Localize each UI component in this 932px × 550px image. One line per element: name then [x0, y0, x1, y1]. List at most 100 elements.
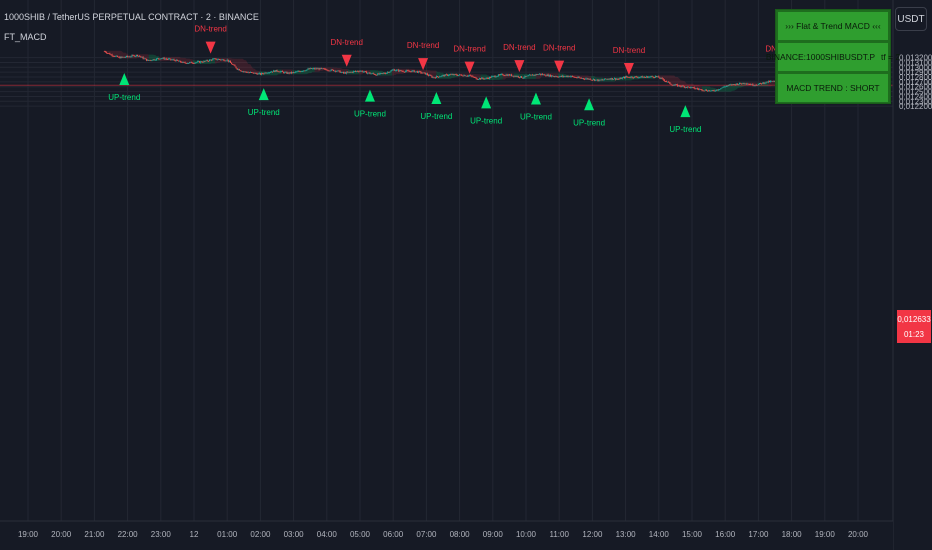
candle-body — [331, 69, 333, 71]
candle-body — [651, 76, 653, 78]
candle-body — [220, 59, 222, 61]
candle-body — [134, 55, 136, 57]
candle-body — [533, 74, 535, 76]
candle-body — [338, 70, 340, 72]
candle-body — [594, 79, 596, 81]
y-tick-label: 0,012800 — [899, 73, 932, 82]
candle-body — [355, 71, 357, 72]
candle-body — [160, 58, 162, 60]
candle-body — [679, 85, 681, 87]
candle-body — [275, 70, 277, 72]
candle-body — [262, 73, 264, 74]
candle-body — [589, 78, 591, 80]
price-axis[interactable] — [893, 0, 932, 550]
candle-body — [393, 69, 395, 71]
candle-body — [277, 71, 279, 72]
up-trend-label: UP-trend — [470, 116, 502, 125]
candle-body — [254, 72, 256, 74]
candle-body — [591, 79, 593, 81]
candle-body — [300, 71, 302, 72]
currency-button[interactable]: USDT — [895, 7, 927, 31]
candle-body — [294, 72, 296, 74]
candle-body — [148, 59, 150, 61]
candle-body — [421, 72, 423, 74]
candle-body — [357, 71, 359, 72]
trend-band-segment — [303, 67, 315, 75]
candle-body — [124, 57, 126, 58]
candle-body — [365, 71, 367, 73]
x-tick-label: 05:00 — [350, 530, 371, 539]
down-trend-arrow — [623, 63, 634, 76]
candle-body — [632, 77, 634, 79]
candle-body — [113, 56, 115, 57]
candle-body — [746, 83, 748, 85]
candle-body — [125, 55, 127, 58]
candle-body — [151, 60, 153, 62]
candle-body — [269, 72, 271, 73]
trend-band-segment — [502, 73, 514, 80]
candle-body — [550, 75, 552, 77]
candle-body — [595, 79, 597, 81]
candle-body — [104, 51, 106, 53]
candle-body — [285, 72, 287, 73]
candle-body — [163, 57, 165, 60]
candle-body — [150, 60, 152, 61]
trend-band-segment — [115, 50, 127, 59]
candle-body — [368, 72, 370, 74]
candle-body — [596, 79, 598, 81]
time-axis[interactable] — [0, 521, 893, 550]
candle-body — [612, 79, 614, 80]
candle-body — [451, 74, 453, 76]
candle-body — [450, 74, 452, 76]
trend-band-segment — [369, 70, 382, 76]
candle-body — [765, 81, 767, 83]
candle-body — [403, 71, 405, 73]
down-trend-arrow — [205, 41, 216, 54]
candle-body — [571, 75, 573, 77]
x-tick-label: 11:00 — [549, 530, 569, 539]
candle-body — [497, 74, 499, 77]
candle-body — [556, 76, 558, 78]
candle-body — [570, 75, 572, 77]
candle-body — [523, 77, 525, 79]
candle-body — [747, 83, 749, 85]
candle-body — [363, 71, 365, 73]
candle-body — [376, 74, 378, 76]
candle-body — [166, 58, 168, 60]
candle-body — [695, 88, 697, 90]
candle-body — [446, 74, 448, 76]
candle-body — [227, 59, 229, 62]
candle-body — [129, 56, 131, 58]
candle-body — [534, 74, 536, 76]
candle-body — [282, 71, 284, 72]
candle-body — [737, 84, 739, 86]
x-tick-label: 17:00 — [748, 530, 769, 539]
candle-body — [318, 68, 320, 70]
candle-body — [358, 71, 360, 73]
candle-body — [190, 61, 192, 63]
candle-body — [410, 71, 412, 73]
trend-band-segment — [215, 57, 227, 64]
candle-body — [197, 61, 199, 63]
last-price-value: 0,012633 — [897, 315, 931, 324]
candle-body — [127, 55, 129, 57]
candle-body — [660, 77, 662, 79]
info-panel-status: MACD TREND : SHORT — [778, 74, 888, 102]
candle-body — [565, 76, 567, 77]
candle-body — [329, 70, 331, 72]
candle-body — [109, 53, 111, 55]
candle-body — [670, 83, 672, 85]
candle-body — [309, 68, 311, 70]
candle-body — [554, 76, 556, 78]
candle-body — [726, 85, 728, 87]
candle-body — [545, 75, 547, 77]
candle-body — [552, 75, 554, 77]
candle-body — [322, 68, 324, 70]
candle-body — [667, 81, 669, 83]
indicator-name[interactable]: FT_MACD — [4, 32, 47, 42]
candle-body — [704, 89, 706, 91]
candle-body — [604, 78, 606, 80]
candle-body — [144, 58, 146, 60]
candle-body — [691, 87, 693, 88]
candle-body — [663, 79, 665, 81]
